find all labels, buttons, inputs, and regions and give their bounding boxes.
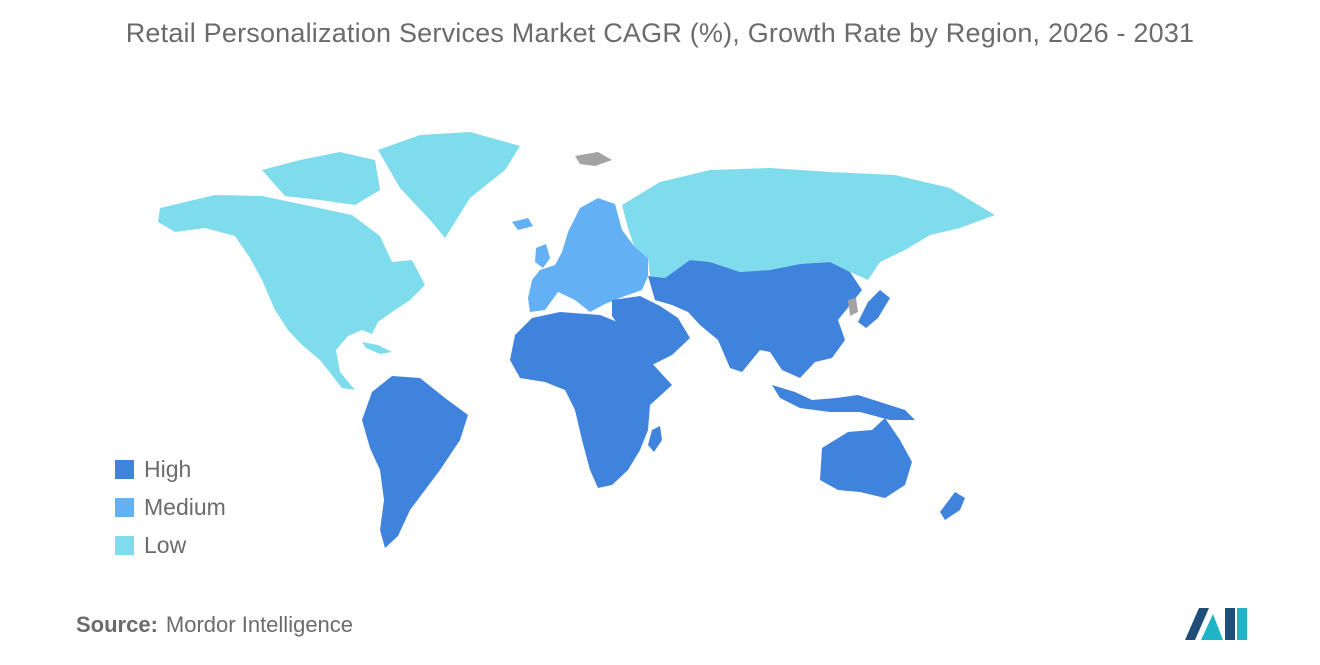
legend-item-high: High xyxy=(115,450,226,488)
legend-swatch-high xyxy=(115,459,134,479)
europe-region xyxy=(528,198,648,312)
source-label: Source: xyxy=(76,612,158,637)
legend-label-medium: Medium xyxy=(144,493,226,520)
north-america-region xyxy=(158,195,425,390)
middle-east-region xyxy=(612,296,690,365)
south-america-region xyxy=(362,376,468,548)
legend-label-low: Low xyxy=(144,531,187,558)
logo-shape-left xyxy=(1185,608,1209,640)
legend-swatch-low xyxy=(115,535,134,555)
world-map xyxy=(158,132,995,548)
legend-item-medium: Medium xyxy=(115,488,226,526)
japan-region xyxy=(858,290,890,328)
new-zealand-region xyxy=(940,492,965,520)
mordor-logo xyxy=(1185,608,1247,640)
africa-region xyxy=(510,312,672,488)
australia-region xyxy=(820,418,912,498)
russia-region xyxy=(622,168,995,280)
legend: High Medium Low xyxy=(115,450,226,564)
iceland-region xyxy=(512,218,533,230)
korea-no-data xyxy=(848,298,858,316)
logo-shape-right xyxy=(1225,608,1235,640)
logo-shape-middle xyxy=(1201,614,1223,640)
southeast-asia-islands xyxy=(772,385,915,420)
caribbean-islands xyxy=(362,342,392,354)
canadian-arctic-islands xyxy=(262,152,380,205)
logo-shape-far-right xyxy=(1237,608,1247,640)
legend-item-low: Low xyxy=(115,526,226,564)
uk-region xyxy=(535,244,550,268)
asia-region xyxy=(648,260,862,378)
legend-swatch-medium xyxy=(115,497,134,517)
svalbard-islands xyxy=(575,152,612,166)
greenland-region xyxy=(378,132,520,238)
legend-label-high: High xyxy=(144,455,192,482)
source-value: Mordor Intelligence xyxy=(165,612,354,637)
source-note: Source: Mordor Intelligence xyxy=(76,612,353,638)
madagascar-island xyxy=(648,426,662,452)
chart-title: Retail Personalization Services Market C… xyxy=(125,18,1195,48)
